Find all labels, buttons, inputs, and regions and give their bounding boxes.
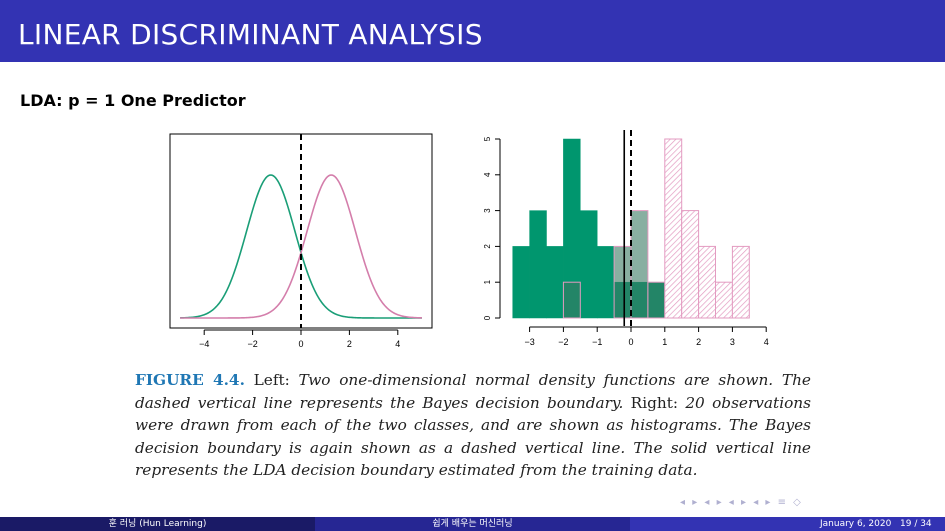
footer-author: 훈 러닝 (Hun Learning)	[0, 517, 315, 531]
pink-hist-bar	[715, 281, 733, 319]
slide-header: LINEAR DISCRIMINANT ANALYSIS	[0, 0, 945, 62]
caption-right-word: Right:	[630, 393, 679, 412]
slide-title: LINEAR DISCRIMINANT ANALYSIS	[18, 18, 483, 51]
right-y-tick-label: 0	[483, 315, 492, 320]
caption-label: FIGURE 4.4.	[135, 371, 245, 389]
left-x-tick-label: 2	[347, 339, 352, 349]
left-x-tick-label: −2	[247, 339, 257, 349]
right-x-tick-label: −1	[592, 337, 602, 347]
left-x-tick-label: 0	[298, 339, 303, 349]
right-x-tick-label: 4	[764, 337, 769, 347]
right-x-tick-label: 3	[730, 337, 735, 347]
pink-hist-bar	[562, 281, 581, 319]
right-y-tick-label: 2	[483, 244, 492, 249]
pink-hist-bar	[647, 281, 666, 319]
caption-text-2: observations were drawn from each of the…	[135, 393, 811, 480]
pink-hist-bar	[698, 245, 716, 319]
right-y-tick-label: 5	[483, 136, 492, 141]
footer-date: January 6, 2020	[820, 519, 892, 529]
right-x-tick-label: −2	[558, 337, 568, 347]
pink-hist-bar	[613, 245, 632, 319]
beamer-navigation-icons[interactable]: ◂ ▸ ◂ ▸ ◂ ▸ ◂ ▸ ≡ ◇	[680, 497, 803, 508]
green-hist-bar	[529, 210, 547, 319]
frame-title: LDA: p = 1 One Predictor	[20, 91, 246, 110]
footer-title: 쉽게 배우는 머신러닝	[315, 517, 630, 531]
figure-caption: FIGURE 4.4. Left: Two one-dimensional no…	[135, 369, 811, 482]
density-curve-2	[180, 174, 423, 319]
right-x-tick-label: 1	[662, 337, 667, 347]
left-x-tick-label: 4	[395, 339, 400, 349]
caption-text-1: Two one-dimensional normal density funct…	[135, 371, 811, 412]
right-y-tick-label: 3	[483, 208, 492, 213]
left-density-plot: −4 −2 0 2 4	[169, 133, 433, 349]
caption-number: 20	[685, 393, 705, 412]
right-histogram-plot: −3 −2 −1 0 1 2 3 4 0 1 2 3 4 5	[483, 130, 769, 347]
green-hist-bar	[596, 246, 615, 319]
left-x-tick-label: −4	[199, 339, 209, 349]
footer-right: January 6, 2020 19 / 34	[630, 517, 945, 531]
caption-left-word: Left:	[253, 371, 290, 389]
pink-hist-bar	[630, 210, 649, 319]
footer: 훈 러닝 (Hun Learning) 쉽게 배우는 머신러닝 January …	[0, 517, 945, 531]
pink-hist-bar	[681, 210, 700, 319]
green-hist-bar	[580, 210, 598, 319]
right-x-tick-label: 0	[628, 337, 633, 347]
footer-page-number: 19 / 34	[900, 519, 932, 529]
right-x-tick-label: 2	[696, 337, 701, 347]
right-y-tick-label: 1	[483, 279, 492, 284]
right-x-tick-label: −3	[524, 337, 534, 347]
pink-hist-bar	[664, 138, 683, 319]
pink-hist-bar	[731, 245, 750, 319]
green-hist-bar	[546, 246, 564, 319]
green-hist-bar	[512, 246, 530, 319]
right-y-tick-label: 4	[483, 172, 492, 177]
